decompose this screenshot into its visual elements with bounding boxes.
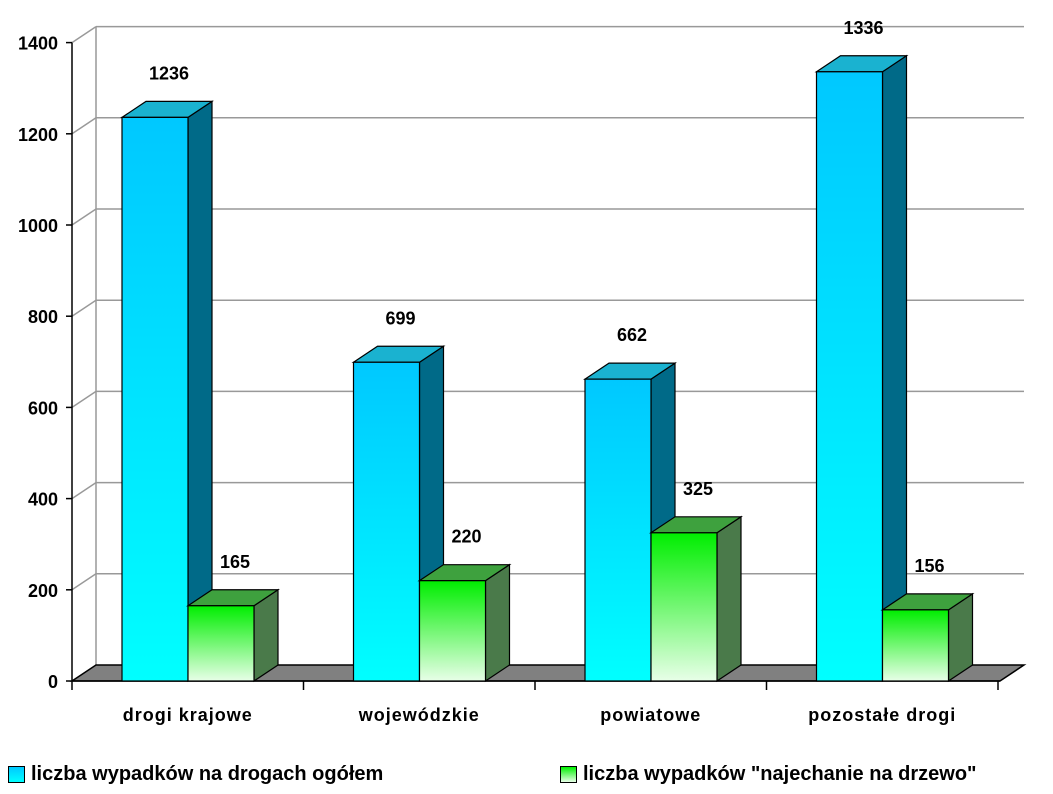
data-label: 220 [451, 527, 481, 547]
x-tick-label: wojewódzkie [358, 705, 480, 725]
y-tick-label: 200 [28, 581, 58, 601]
x-tick-label: powiatowe [600, 705, 701, 725]
data-label: 1236 [149, 63, 189, 83]
gridline-slant [71, 208, 97, 226]
y-tick-label: 1400 [18, 34, 58, 54]
data-label: 325 [683, 479, 713, 499]
y-tick-label: 800 [28, 307, 58, 327]
chart-svg: 0 200 400 600 800 1000 1200 1400 drogi krajowe wo… [18, 18, 1027, 725]
x-tick-label: drogi krajowe [123, 705, 253, 725]
bar-total-front [815, 71, 884, 682]
data-label: 165 [220, 552, 250, 572]
gridline-slant [71, 299, 97, 317]
y-tick-label: 600 [28, 398, 58, 418]
gridline-slant [71, 481, 97, 500]
bar-tree-front [187, 605, 255, 682]
legend-swatch-total [8, 766, 25, 783]
y-tick-label: 1200 [18, 125, 58, 145]
data-label: 662 [617, 325, 647, 345]
y-tick-label: 0 [48, 672, 58, 692]
bar-total-front [121, 116, 189, 682]
x-tick-label: pozostałe drogi [808, 705, 956, 725]
bar-tree-front [650, 532, 718, 682]
legend-swatch-tree [560, 766, 577, 783]
bar-total-front [584, 378, 652, 682]
gridline-slant [71, 390, 97, 409]
bar-total-side [881, 54, 908, 683]
bar-tree-side [484, 563, 511, 683]
y-tick-label: 400 [28, 490, 58, 510]
bars [120, 54, 975, 683]
data-label: 699 [385, 308, 415, 328]
bar-tree-front [418, 580, 487, 682]
bar-total [120, 100, 214, 683]
bar-tree [649, 515, 743, 683]
gridline-slant [71, 573, 97, 591]
bar-tree-front [881, 609, 950, 682]
data-label: 156 [914, 556, 944, 576]
legend-item-total: liczba wypadków na drogach ogółem [8, 763, 383, 786]
labels: 0 200 400 600 800 1000 1200 1400 drogi krajowe wo… [18, 18, 956, 725]
bar-total [814, 54, 909, 683]
bar-tree-side [716, 515, 742, 683]
y-tick-label: 1000 [18, 216, 58, 236]
legend-label-tree: liczba wypadków "najechanie na drzewo" [583, 763, 977, 785]
bar-tree [880, 592, 975, 683]
gridline-slant [71, 117, 97, 135]
bar-tree [417, 563, 512, 683]
legend-label-total: liczba wypadków na drogach ogółem [31, 763, 384, 785]
data-label: 1336 [843, 18, 883, 38]
bar-total-front [352, 361, 421, 682]
gridline-slant [71, 25, 97, 44]
bar-tree [186, 588, 280, 683]
legend-item-tree: liczba wypadków "najechanie na drzewo" [560, 763, 977, 786]
